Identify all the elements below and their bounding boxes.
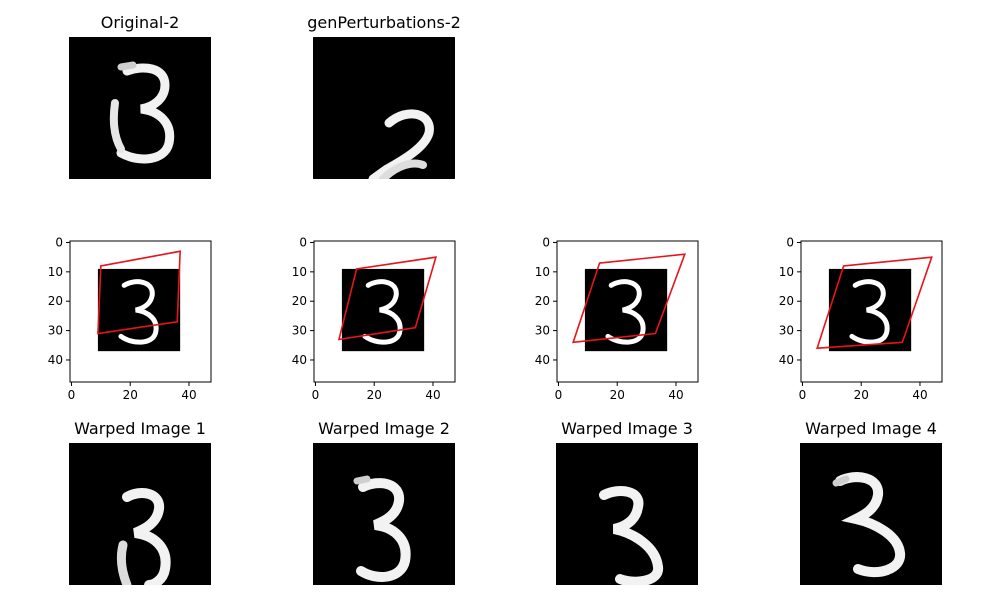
embedded-digit [362,279,403,345]
perturbation-quad [572,253,686,344]
perturbation-plot-3: 0 20 40 0 10 20 30 40 [527,230,717,405]
warped-image-2 [313,443,455,585]
y-tick-label: 30 [535,324,550,338]
y-tick-label: 10 [779,265,794,279]
embedded-digit [849,279,890,345]
perturbation-quad [97,250,181,335]
x-tick-label: 40 [181,388,196,402]
digit-three-warped-2 [353,475,411,582]
perturbation-plot-4: 0 20 40 0 10 20 30 40 [771,230,961,405]
warped-title-1: Warped Image 1 [74,419,206,438]
axes-frame [313,240,456,383]
y-tick-label: 40 [292,353,307,367]
y-tick-label: 10 [535,265,550,279]
x-tick-label: 20 [854,388,869,402]
warped-image-3 [556,443,698,585]
perturbed-image [313,37,455,179]
x-tick-label: 0 [555,388,563,402]
perturbation-quad [816,256,933,350]
perturbation-plot-2: 0 20 40 0 10 20 30 40 [284,230,474,405]
y-tick-label: 10 [48,265,63,279]
y-tick-label: 0 [542,235,550,249]
warped-image-1 [69,443,211,585]
y-tick-label: 20 [535,294,550,308]
axes-frame [800,240,943,383]
x-tick-label: 20 [123,388,138,402]
y-tick-label: 20 [48,294,63,308]
warped-image-4 [800,443,942,585]
x-tick-label: 0 [312,388,320,402]
y-tick-label: 30 [292,324,307,338]
perturbation-title: genPerturbations-2 [307,13,461,32]
x-tick-label: 0 [799,388,807,402]
digit-three-warped-1 [116,488,171,585]
x-tick-label: 40 [668,388,683,402]
warped-title-2: Warped Image 2 [318,419,450,438]
y-tick-label: 20 [292,294,307,308]
x-tick-label: 0 [68,388,76,402]
digit-three-warped-4 [832,472,905,578]
y-tick-label: 20 [779,294,794,308]
y-tick-label: 0 [55,235,63,249]
y-tick-label: 40 [779,353,794,367]
perturbation-plot-1: 0 20 40 0 10 20 30 40 [40,230,230,405]
y-tick-label: 10 [292,265,307,279]
y-tick-label: 0 [299,235,307,249]
original-title: Original-2 [100,13,180,32]
embedded-digit [605,279,646,345]
perturbation-quad [337,256,438,341]
y-tick-label: 30 [48,324,63,338]
warped-title-4: Warped Image 4 [805,419,937,438]
x-tick-label: 40 [912,388,927,402]
x-tick-label: 40 [425,388,440,402]
y-tick-label: 30 [779,324,794,338]
warped-title-3: Warped Image 3 [561,419,693,438]
y-tick-label: 40 [535,353,550,367]
y-tick-label: 40 [48,353,63,367]
x-tick-label: 20 [610,388,625,402]
y-tick-label: 0 [786,235,794,249]
original-image [69,37,211,179]
axes-frame [556,240,699,383]
x-tick-label: 20 [367,388,382,402]
digit-three-original [109,61,175,164]
embedded-digit [118,279,159,345]
axes-frame [69,240,212,383]
digit-two-perturbed [368,109,434,179]
digit-three-warped-3 [599,486,663,585]
